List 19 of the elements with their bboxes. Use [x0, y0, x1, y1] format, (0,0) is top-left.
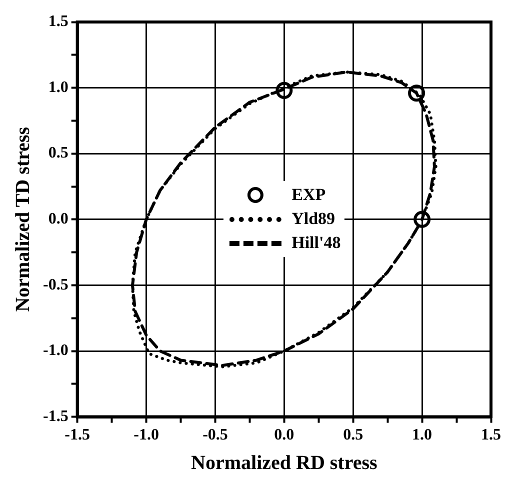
x-tick-label: 0.5	[343, 426, 364, 444]
x-axis-title: Normalized RD stress	[191, 452, 378, 474]
x-tick-label: 0.0	[274, 426, 294, 444]
legend-label: Hill'48	[292, 232, 341, 254]
y-tick-label: -1.0	[43, 342, 68, 360]
x-tick-label: 1.0	[412, 426, 432, 444]
x-tick-label: -1.5	[64, 426, 90, 444]
y-tick-label: 1.0	[48, 78, 68, 96]
legend-label: Yld89	[292, 208, 336, 230]
y-tick-label: 0.0	[48, 210, 68, 228]
y-axis-title: Normalized TD stress	[12, 126, 34, 312]
y-tick-label: 0.5	[48, 144, 68, 162]
y-tick-label: 1.5	[48, 13, 68, 30]
x-tick-label: -0.5	[202, 426, 228, 444]
y-tick-label: -0.5	[43, 276, 68, 294]
legend-label: EXP	[292, 184, 326, 206]
y-tick-label: -1.5	[43, 408, 68, 425]
x-tick-label: 1.5	[481, 426, 501, 444]
x-tick-label: -1.0	[134, 426, 159, 444]
